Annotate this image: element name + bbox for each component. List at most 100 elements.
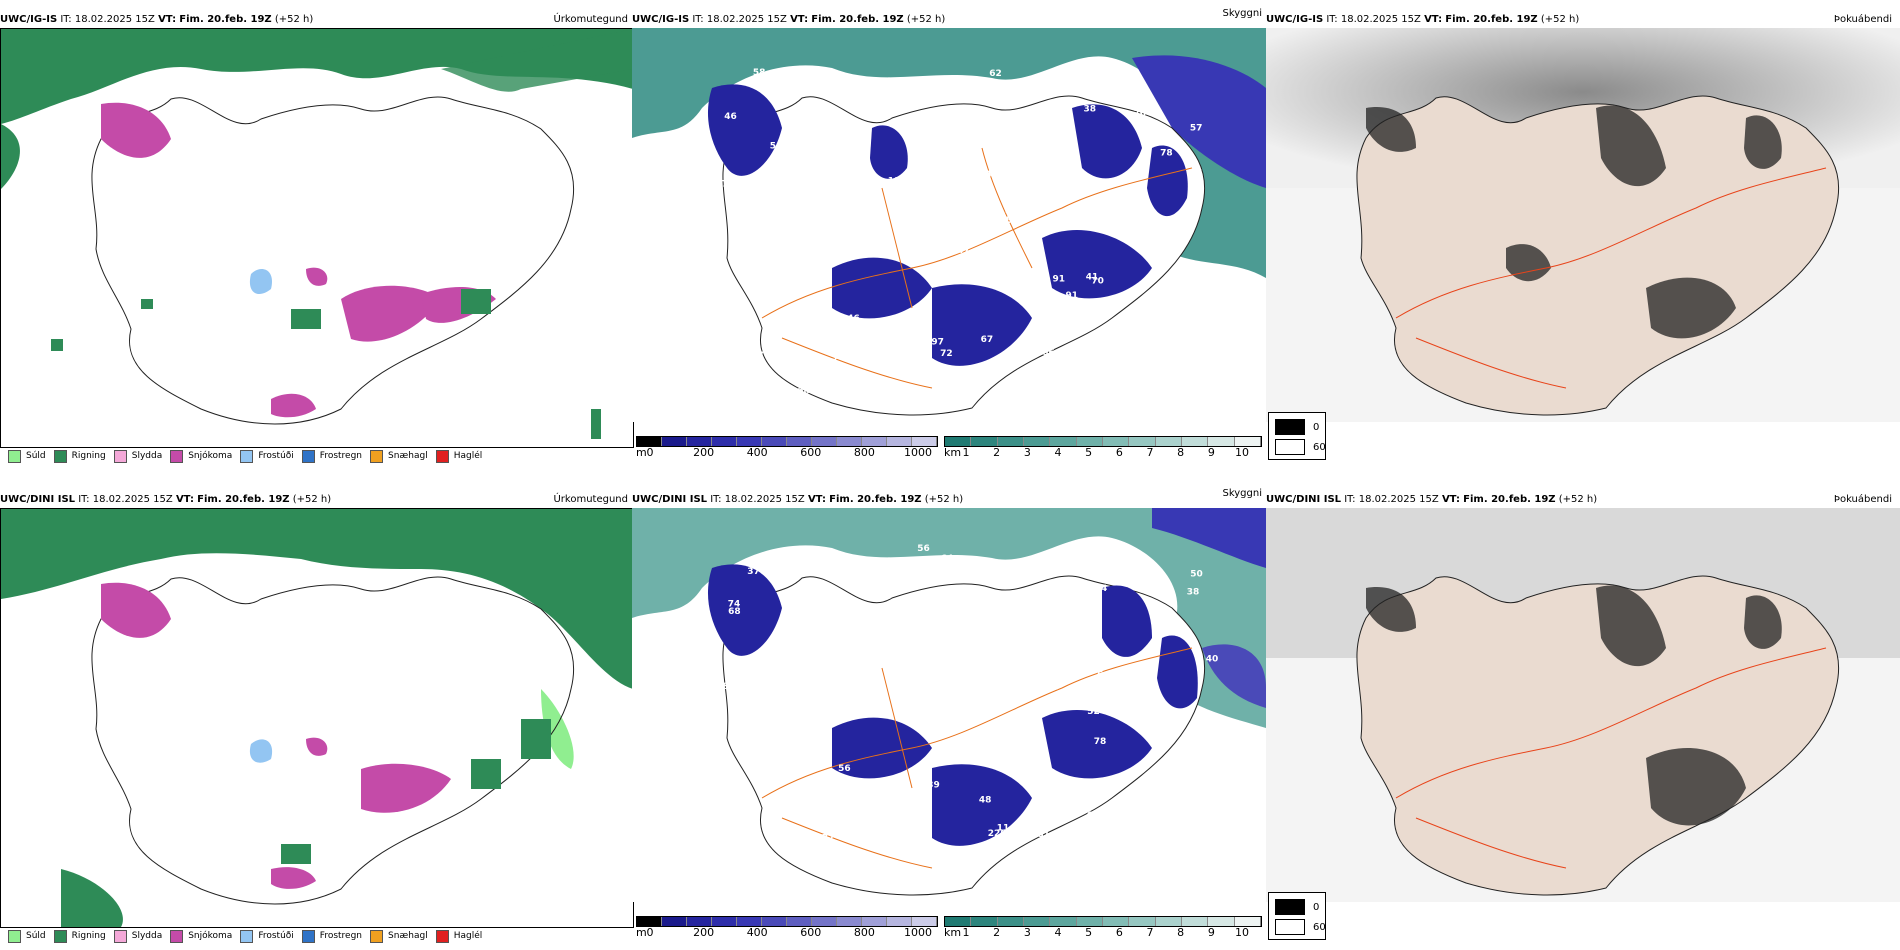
vis-value: 68 [797,386,810,396]
row1-cloud-map [1266,28,1900,422]
vt-value: Fim. 20.feb. 19Z [179,14,272,25]
row2-precip-panel: UWC/DINI ISL IT: 18.02.2025 15Z VT: Fim.… [0,492,634,943]
iceland-outline [1356,575,1840,896]
colorbar-cell [737,917,762,926]
legend-label: Slydda [131,931,163,941]
colorbar-tick: 200 [693,926,715,939]
vis-value: 64 [1095,584,1108,594]
legend-label: Haglél [453,451,483,461]
row1-cloud-title: Þokuábendi [1833,14,1892,25]
vis-value: 88 [1190,168,1203,178]
vis-value: 50 [1190,570,1203,580]
colorbar-cell [662,917,687,926]
colorbar-cell [837,917,862,926]
colorbar-cell [971,917,998,926]
vis-value: 58 [1175,345,1188,355]
colorbar-cell [787,437,812,446]
vis-value: 88 [1005,207,1018,217]
colorbar-tick: 7 [1146,446,1154,459]
colorbar-tick: 6 [1115,926,1123,939]
colorbar-cell [712,437,737,446]
colorbar-tick: 8 [1177,446,1185,459]
colorbar-cell [687,917,712,926]
vis-value: 103 [1026,763,1045,773]
vis-value: 97 [814,550,827,560]
orange-roads [761,647,1193,869]
colorbar-cell [1181,437,1209,446]
colorbar-tick: 0 [646,446,654,459]
row2-cloud-legend: 0 60 [1268,892,1326,940]
vis-value: 109 [752,367,771,377]
vis-value: 46 [1048,154,1061,164]
legend-label: Frostúði [258,451,294,461]
snow-areas [101,102,496,418]
row1-precip-panel: UWC/IG-IS IT: 18.02.2025 15Z VT: Fim. 20… [0,12,634,463]
colorbar-tick: 400 [746,446,768,459]
vis-value: 41 [1086,272,1099,282]
legend-label: Rigning [71,451,106,461]
it-value: 18.02.2025 15Z [74,14,155,25]
row1-cloud-legend: 0 60 [1268,412,1326,460]
vis-value: 64 [941,554,954,564]
colorbar-cell [1208,917,1235,926]
it-label: IT: [1326,14,1338,25]
model-name: UWC/DINI ISL [632,494,708,505]
legend-label: Súld [26,451,46,461]
it-value: 18.02.2025 15Z [1358,494,1439,505]
vis-value: 45 [1104,870,1117,880]
legend-swatch [1275,439,1305,455]
vis-value: 95 [757,388,770,398]
colorbar-tick: 800 [853,926,875,939]
legend-swatch [53,929,67,943]
colorbar-cell [712,917,737,926]
vis-value: 97 [931,338,944,348]
colorbar-tick: 3 [1023,926,1031,939]
colorbar-tick: 5 [1085,926,1093,939]
vis-value: 60 [736,197,749,207]
row1-precip-title: Úrkomutegund [553,14,628,25]
legend-swatch [113,449,127,463]
colorbar-tick: 4 [1054,926,1062,939]
vis-value: 50 [941,685,954,695]
vis-value: 70 [1134,109,1147,119]
model-name: UWC/DINI ISL [0,494,76,505]
vis-value: 54 [1006,216,1019,226]
vis-value: 40 [780,135,793,145]
vis-value: 91 [854,319,867,329]
vis-value: 35 [1207,846,1220,856]
row2-vis-map: 4864585074687081772980785668582841145965… [632,508,1266,902]
colorbar-cell [997,437,1024,446]
colorbar-cell [637,437,662,446]
colorbar-cell [1023,917,1051,926]
vis-value: 78 [1160,148,1173,158]
colorbar-cell [1076,437,1103,446]
row2-precip-header: UWC/DINI ISL IT: 18.02.2025 15Z VT: Fim.… [0,492,331,508]
vt-label: VT: [807,494,826,505]
vis-value: 54 [1007,197,1020,207]
height-unit: m [636,446,647,459]
vis-value: 89 [775,323,788,333]
vis-value: 88 [785,853,798,863]
vis-value: 59 [1048,113,1061,123]
legend-swatch [301,449,315,463]
colorbar-cell [887,917,912,926]
vis-value: 104 [827,335,846,345]
row1-precip-legend: Súld Rigning Slydda Snjókoma Frostúði Fr… [0,446,482,466]
vis-value: 38 [922,243,935,253]
legend-label: 60 [1313,921,1326,933]
colorbar-tick: 400 [746,926,768,939]
legend-label: Slydda [131,451,163,461]
row1-vis-map: 47 56 56 37 54 91 80 67 59 71 103 39 91 57 38 46 68 77 46 5… [632,28,1266,422]
it-label: IT: [78,494,90,505]
colorbar-tick: 10 [1235,446,1249,459]
vis-value-labels: 47 56 56 37 54 91 80 67 59 71 103 39 91 57 38 46 68 77 46 5… [716,68,1203,398]
legend-label: 0 [1313,421,1320,433]
legend-swatch [1275,419,1305,435]
colorbar-tick: 1 [962,446,970,459]
legend-label: Snæhagl [388,451,428,461]
vis-value: 94 [937,206,950,216]
vis-value: 91 [1053,275,1066,285]
vis-value: 47 [957,246,970,256]
colorbar-cell [1102,917,1130,926]
legend-label: Súld [26,931,46,941]
